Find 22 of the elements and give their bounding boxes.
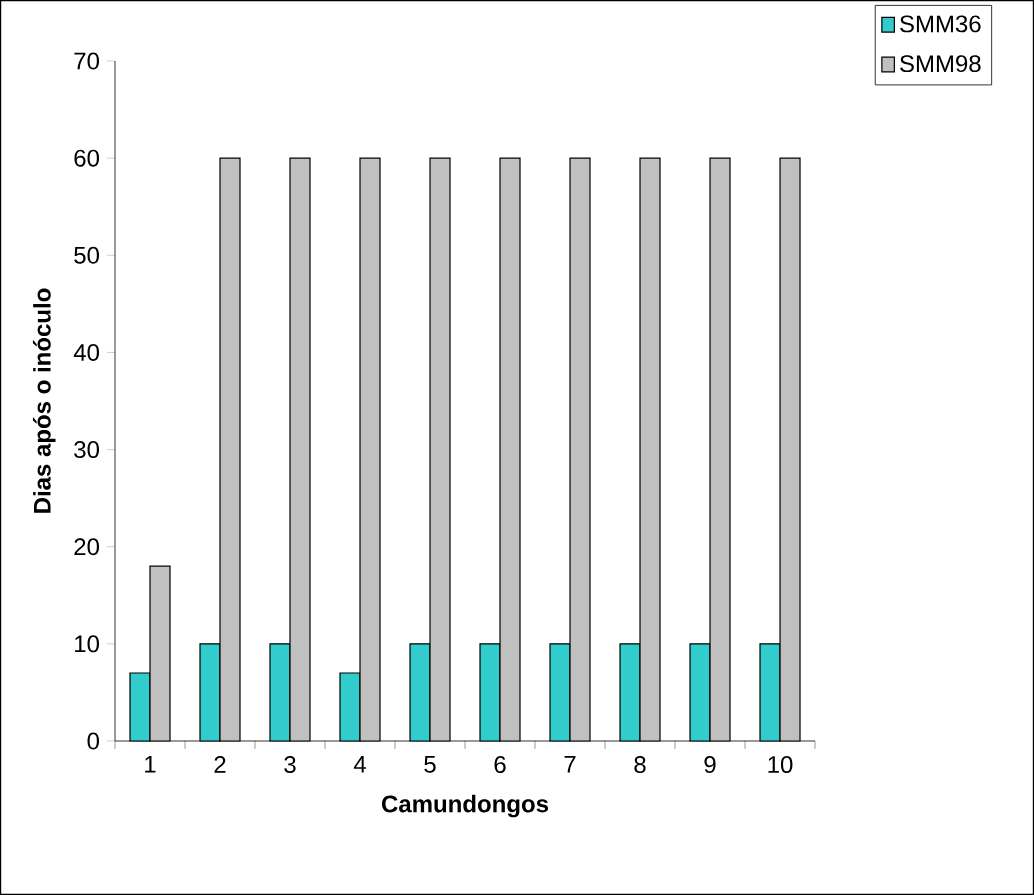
x-tick-label: 9 (704, 756, 716, 774)
y-tick-label: 60 (74, 149, 99, 167)
legend-label: SMM98 (900, 55, 981, 73)
x-tick-label: 3 (284, 756, 296, 774)
y-axis-title: Dias após o inóculo (32, 288, 56, 513)
y-tick-label: 70 (74, 52, 99, 70)
legend-label: SMM36 (900, 15, 981, 33)
x-tick-label: 4 (353, 756, 366, 773)
x-tick-label: 1 (145, 756, 156, 773)
x-tick-label: 10 (768, 756, 793, 774)
x-tick-label: 6 (494, 756, 506, 774)
y-tick-label: 30 (74, 441, 99, 459)
y-tick-label: 40 (73, 343, 99, 361)
x-tick-label: 7 (564, 756, 576, 773)
x-tick-label: 8 (634, 756, 646, 774)
x-tick-label: 2 (214, 756, 226, 773)
y-tick-label: 20 (74, 538, 99, 556)
x-tick-label: 5 (424, 756, 436, 773)
y-tick-label: 50 (74, 246, 99, 264)
x-axis-title: Camundongos (381, 794, 549, 818)
y-tick-label: 10 (75, 635, 99, 653)
y-tick-label: 0 (87, 732, 100, 750)
